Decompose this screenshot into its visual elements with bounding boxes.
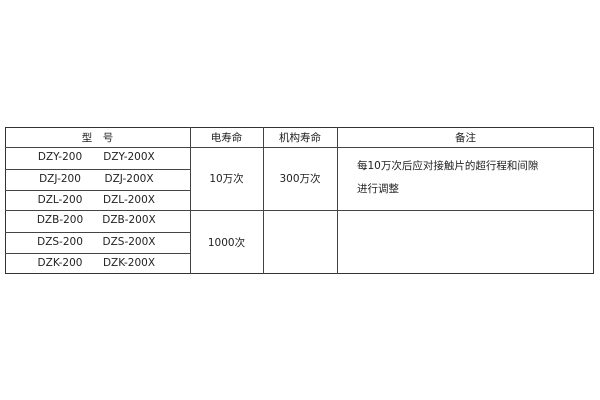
header-remarks: 备注 bbox=[455, 131, 476, 144]
header-mechanical-life: 机构寿命 bbox=[279, 131, 321, 144]
divider bbox=[5, 232, 190, 233]
model-a: DZK-200 bbox=[37, 257, 83, 269]
divider bbox=[263, 127, 264, 274]
model-a: DZY-200 bbox=[37, 151, 83, 163]
model-b: DZY-200X bbox=[103, 151, 155, 163]
model-a: DZS-200 bbox=[37, 236, 83, 248]
model-b: DZL-200X bbox=[103, 194, 155, 206]
model-b: DZK-200X bbox=[102, 257, 156, 269]
electrical-life-group-1: 10万次 bbox=[209, 173, 244, 185]
model-a: DZB-200 bbox=[36, 214, 84, 226]
model-a: DZJ-200 bbox=[39, 173, 81, 185]
divider bbox=[5, 210, 594, 211]
mechanical-life-group-2 bbox=[263, 210, 337, 274]
divider bbox=[5, 253, 190, 254]
model-a: DZL-200 bbox=[37, 194, 83, 206]
divider bbox=[5, 190, 190, 191]
header-electrical-life: 电寿命 bbox=[210, 131, 243, 144]
divider bbox=[190, 127, 191, 274]
model-b: DZB-200X bbox=[102, 214, 156, 226]
header-model: 型 号 bbox=[81, 131, 114, 144]
remark-line-1: 每10万次后应对接触片的超行程和间隙 bbox=[357, 160, 539, 172]
mechanical-life-group-1: 300万次 bbox=[279, 173, 321, 185]
model-b: DZS-200X bbox=[102, 236, 156, 248]
divider bbox=[337, 127, 338, 274]
table-border bbox=[5, 127, 594, 274]
divider bbox=[5, 169, 190, 170]
remark-line-2: 进行调整 bbox=[357, 183, 399, 195]
electrical-life-group-2: 1000次 bbox=[207, 236, 246, 249]
model-b: DZJ-200X bbox=[104, 173, 154, 185]
divider bbox=[5, 147, 594, 148]
